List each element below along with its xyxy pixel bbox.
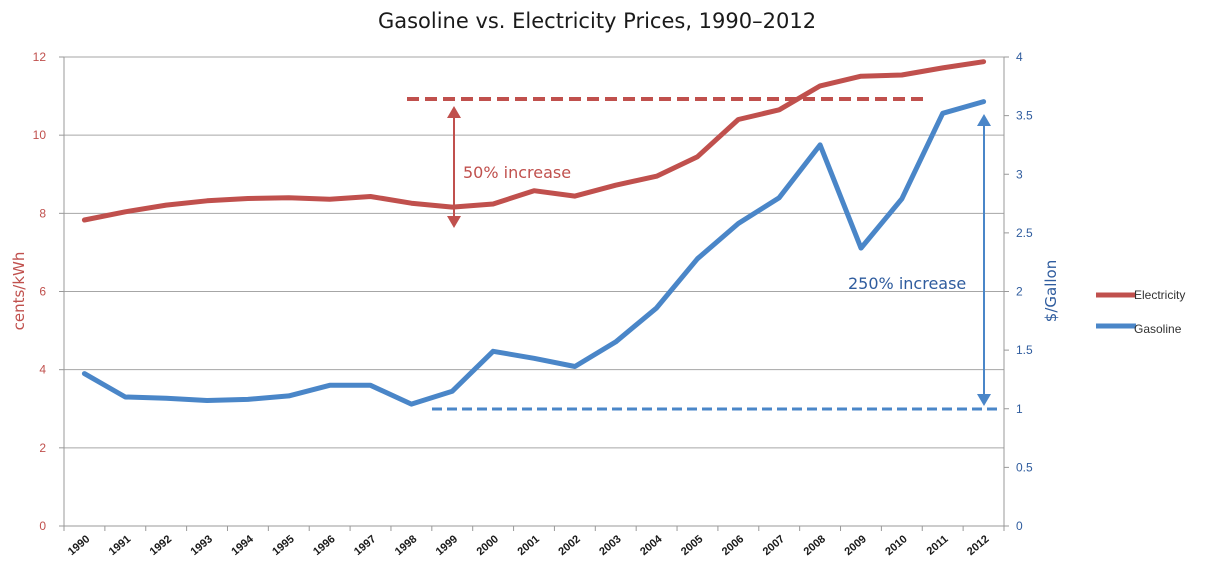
left-y-ticks: 0 2 4 6 8 10 12 [33, 50, 64, 533]
x-tick-label: 1993 [189, 533, 215, 558]
gridlines [64, 56, 1004, 449]
legend-label-electricity: Electricity [1134, 288, 1185, 302]
left-tick-label: 0 [39, 519, 46, 533]
x-tick-label: 1999 [434, 533, 460, 558]
right-tick-label: 2.5 [1016, 226, 1033, 240]
left-tick-label: 10 [33, 128, 47, 142]
legend-label-gasoline: Gasoline [1134, 322, 1182, 336]
right-tick-label: 0 [1016, 519, 1023, 533]
x-tick-label: 2009 [842, 533, 868, 558]
right-tick-label: 4 [1016, 50, 1023, 64]
right-tick-label: 1.5 [1016, 343, 1033, 357]
x-tick-label: 1995 [270, 533, 296, 558]
x-tick-label: 1991 [107, 533, 133, 558]
series-lines [81, 59, 987, 407]
series-line-electricity [81, 59, 987, 223]
x-tick-label: 1996 [311, 533, 337, 558]
right-tick-label: 2 [1016, 285, 1023, 299]
x-tick-label: 2010 [883, 533, 909, 558]
x-tick-label: 1994 [229, 533, 256, 558]
legend: Electricity Gasoline [1096, 288, 1185, 336]
right-tick-label: 1 [1016, 402, 1023, 416]
x-tick-label: 1992 [148, 533, 174, 558]
gasoline-increase-arrow [977, 114, 991, 406]
x-tick-label: 2006 [720, 533, 746, 558]
right-y-axis-label: $/Gallon [1042, 260, 1060, 322]
x-tick-label: 2008 [802, 533, 828, 558]
left-y-axis-label: cents/kWh [10, 252, 28, 331]
left-tick-label: 6 [39, 285, 46, 299]
x-tick-label: 1998 [393, 533, 419, 558]
x-tick-label: 2005 [679, 533, 705, 558]
gasoline-increase-label: 250% increase [848, 274, 966, 293]
x-ticks: 1990 1991 1992 1993 1994 1995 1996 1997 1998 1999… [63, 526, 1005, 558]
x-tick-label: 2003 [597, 533, 623, 558]
x-tick-label: 2011 [925, 533, 951, 558]
electricity-increase-arrow [447, 106, 461, 228]
electricity-increase-label: 50% increase [463, 163, 571, 182]
x-tick-label: 2012 [965, 533, 991, 558]
right-tick-label: 0.5 [1016, 460, 1033, 474]
series-line-gasoline [81, 99, 987, 407]
x-tick-label: 2001 [515, 533, 541, 558]
chart-title: Gasoline vs. Electricity Prices, 1990–20… [378, 9, 816, 33]
left-tick-label: 2 [39, 441, 46, 455]
x-tick-label: 1997 [352, 533, 378, 558]
right-y-ticks: 0 0.5 1 1.5 2 2.5 3 3.5 4 [1004, 50, 1033, 533]
left-tick-label: 12 [33, 50, 47, 64]
x-tick-label: 2002 [556, 533, 582, 558]
x-tick-label: 1990 [66, 533, 92, 558]
x-tick-label: 2007 [761, 533, 787, 558]
right-tick-label: 3.5 [1016, 109, 1033, 123]
left-tick-label: 8 [39, 206, 46, 220]
left-tick-label: 4 [39, 363, 46, 377]
x-tick-label: 2004 [638, 533, 665, 558]
x-tick-label: 2000 [475, 533, 501, 558]
right-tick-label: 3 [1016, 167, 1023, 181]
